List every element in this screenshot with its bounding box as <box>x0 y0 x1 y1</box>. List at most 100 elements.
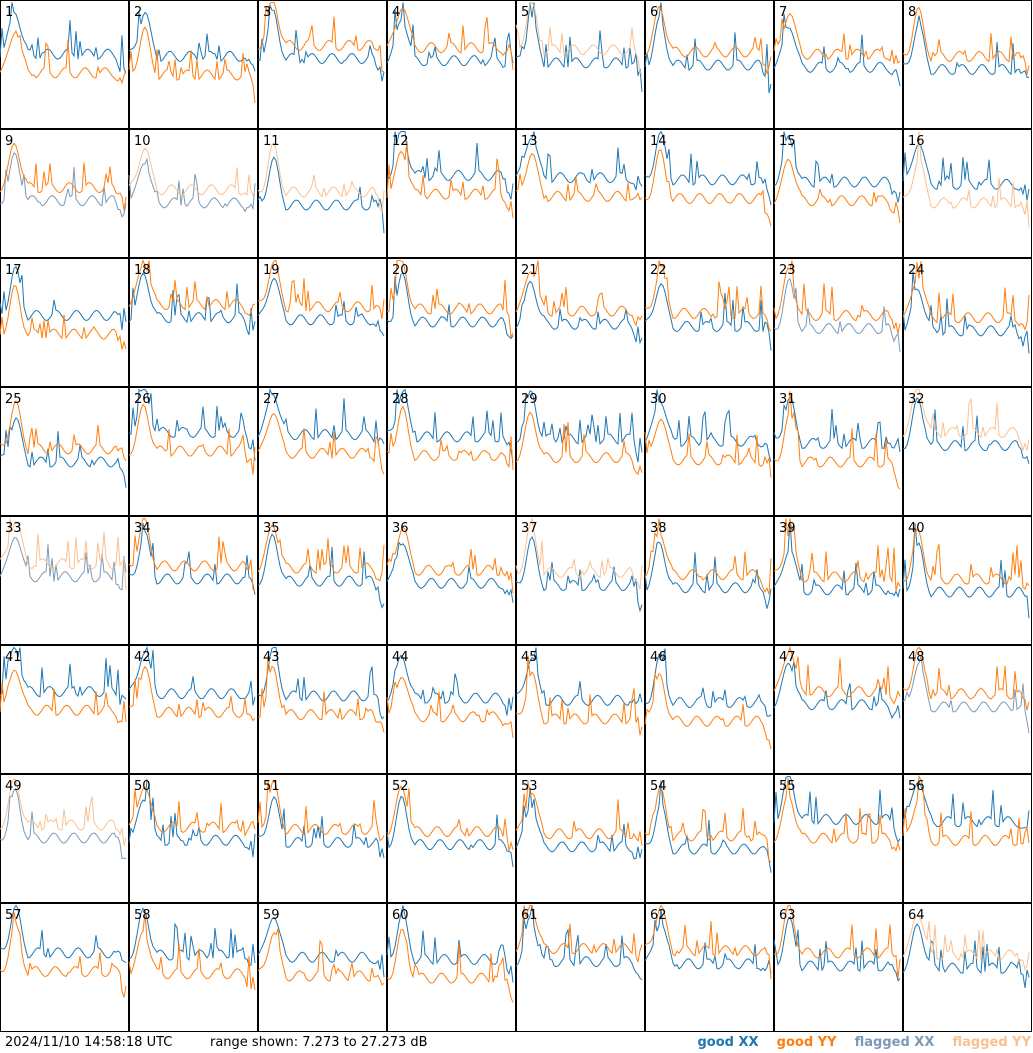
legend-good-xx: good XX <box>697 1035 759 1050</box>
panel-36: 36 <box>386 516 516 645</box>
series-yy <box>773 777 901 852</box>
series-yy <box>128 786 256 837</box>
series-yy <box>644 672 772 750</box>
panel-15: 15 <box>773 129 903 258</box>
series-xx <box>128 523 256 595</box>
panel-label: 60 <box>392 908 409 923</box>
panel-label: 18 <box>134 263 151 278</box>
panel-frame <box>516 903 645 1032</box>
panel-frame <box>0 0 129 129</box>
series-yy <box>515 780 643 846</box>
panel-label: 52 <box>392 779 409 794</box>
panel-56: 56 <box>902 774 1032 903</box>
panel-23: 23 <box>773 258 903 387</box>
series-yy <box>386 526 514 594</box>
panel-13: 13 <box>515 129 645 258</box>
series-xx <box>644 389 772 462</box>
panel-38: 38 <box>644 516 774 645</box>
series-yy <box>128 403 256 475</box>
series-yy <box>515 905 643 963</box>
panel-label: 22 <box>650 263 667 278</box>
series-yy <box>257 655 385 733</box>
panel-label: 43 <box>263 650 280 665</box>
series-yy <box>0 777 127 846</box>
series-yy <box>128 26 256 104</box>
series-xx <box>128 157 256 213</box>
panel-label: 38 <box>650 521 667 536</box>
series-xx <box>257 916 385 978</box>
panel-label: 2 <box>134 5 142 20</box>
panel-frame <box>774 258 903 387</box>
panel-52: 52 <box>386 774 516 903</box>
panel-frame <box>903 387 1032 516</box>
series-xx <box>0 904 127 964</box>
panel-14: 14 <box>644 129 774 258</box>
series-xx <box>257 156 385 234</box>
series-yy <box>0 911 127 998</box>
series-yy <box>644 260 772 332</box>
series-xx <box>128 388 256 461</box>
series-xx <box>902 271 1030 354</box>
panel-27: 27 <box>257 387 387 516</box>
panel-61: 61 <box>515 903 645 1032</box>
panel-frame <box>387 903 516 1032</box>
panel-label: 16 <box>908 134 925 149</box>
panel-label: 58 <box>134 908 151 923</box>
panel-20: 20 <box>386 258 516 387</box>
panel-label: 24 <box>908 263 925 278</box>
panel-44: 44 <box>386 645 516 774</box>
series-xx <box>0 537 127 591</box>
panel-frame <box>258 387 387 516</box>
panel-64: 64 <box>902 903 1032 1032</box>
series-xx <box>644 130 772 206</box>
panel-label: 54 <box>650 779 667 794</box>
series-xx <box>128 907 256 966</box>
panel-frame <box>774 387 903 516</box>
series-yy <box>773 645 901 705</box>
series-xx <box>386 541 514 603</box>
series-xx <box>515 280 643 345</box>
footer: 2024/11/10 14:58:18 UTC range shown: 7.2… <box>0 1033 1033 1053</box>
panel-60: 60 <box>386 903 516 1032</box>
panel-40: 40 <box>902 516 1032 645</box>
panel-12: 12 <box>386 129 516 258</box>
series-yy <box>386 141 514 219</box>
panel-label: 4 <box>392 5 400 20</box>
panel-label: 9 <box>5 134 13 149</box>
panel-label: 3 <box>263 5 271 20</box>
panel-2: 2 <box>128 0 258 129</box>
panel-45: 45 <box>515 645 645 774</box>
series-yy <box>515 518 643 590</box>
series-xx <box>257 795 385 859</box>
panel-21: 21 <box>515 258 645 387</box>
series-xx <box>0 152 127 218</box>
series-yy <box>386 785 514 851</box>
panel-label: 34 <box>134 521 151 536</box>
panel-label: 62 <box>650 908 667 923</box>
panel-4: 4 <box>386 0 516 129</box>
series-xx <box>773 13 901 86</box>
series-yy <box>644 904 772 980</box>
series-xx <box>257 5 385 82</box>
panel-label: 29 <box>521 392 538 407</box>
panel-label: 27 <box>263 392 280 407</box>
series-xx <box>902 523 1030 619</box>
panel-label: 30 <box>650 392 667 407</box>
series-yy <box>902 774 1030 846</box>
panel-32: 32 <box>902 387 1032 516</box>
panel-37: 37 <box>515 516 645 645</box>
panel-22: 22 <box>644 258 774 387</box>
panel-31: 31 <box>773 387 903 516</box>
panel-label: 51 <box>263 779 280 794</box>
panel-5: 5 <box>515 0 645 129</box>
panel-label: 1 <box>5 5 13 20</box>
panel-label: 20 <box>392 263 409 278</box>
panel-frame <box>387 258 516 387</box>
series-yy <box>773 260 901 334</box>
panel-frame <box>774 645 903 774</box>
series-yy <box>0 518 127 590</box>
panel-frame <box>387 774 516 903</box>
panel-9: 9 <box>0 129 129 258</box>
panel-8: 8 <box>902 0 1032 129</box>
series-yy <box>515 655 643 736</box>
